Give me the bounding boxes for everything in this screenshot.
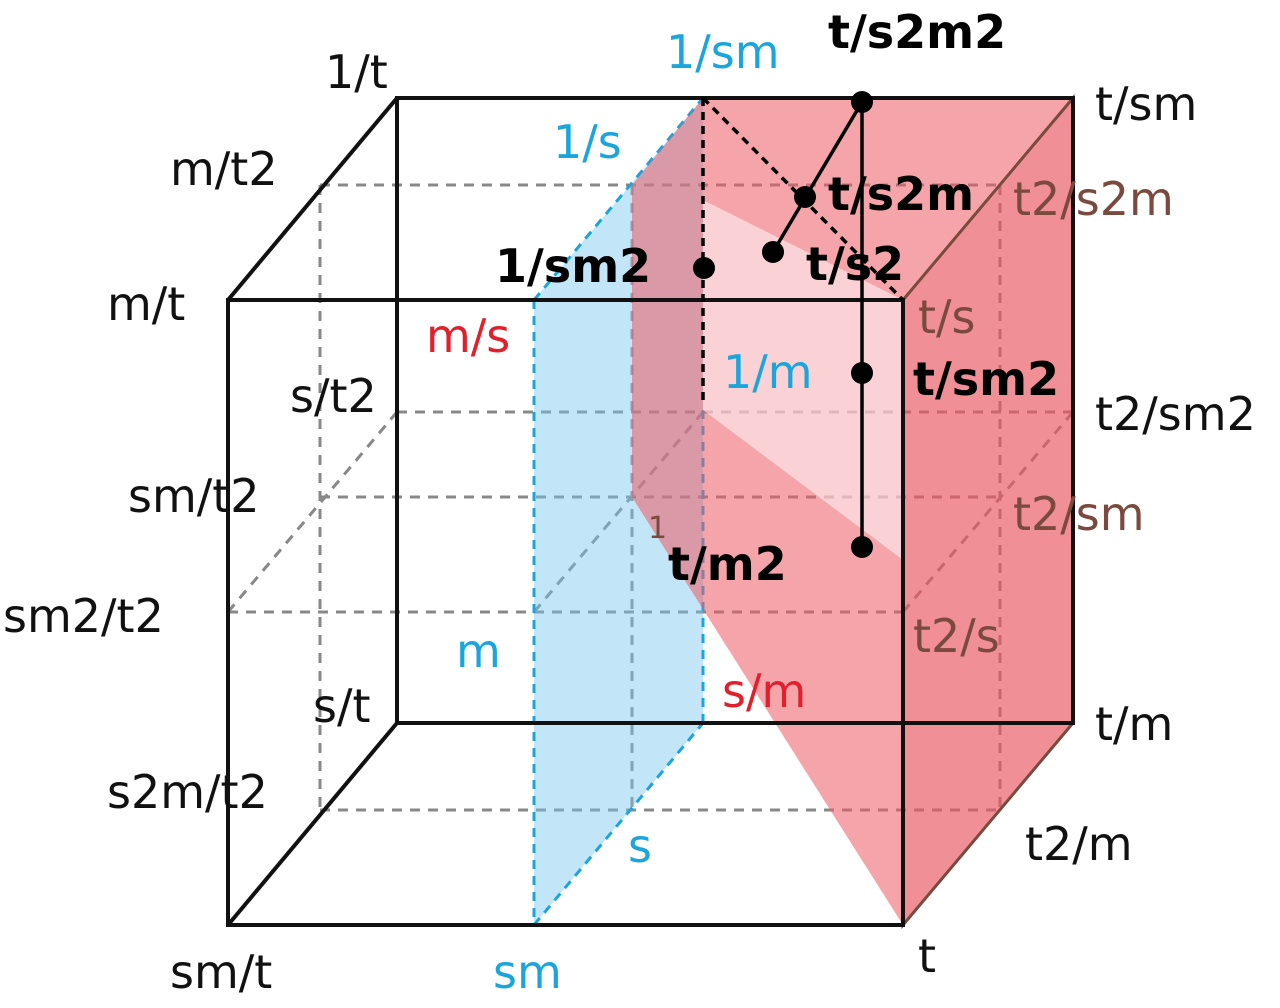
corner-label: t bbox=[918, 929, 936, 983]
corner-label: sm/t2 bbox=[128, 469, 260, 523]
corner-label: t/m bbox=[1095, 697, 1173, 751]
blue-label: 1/m bbox=[723, 345, 813, 399]
corner-label: t/sm bbox=[1095, 77, 1197, 131]
brown-label: t2/s2m bbox=[1013, 172, 1174, 226]
point-label: t/sm2 bbox=[913, 352, 1059, 406]
red-label: m/s bbox=[426, 309, 510, 363]
corner-label: sm2/t2 bbox=[3, 589, 164, 643]
corner-label: m/t bbox=[107, 277, 185, 331]
corner-label: s2m/t2 bbox=[107, 765, 268, 819]
blue-label: s bbox=[628, 819, 652, 873]
point-label: 1/sm2 bbox=[495, 239, 651, 293]
points bbox=[693, 91, 873, 558]
brown-label: t2/sm bbox=[1013, 487, 1145, 541]
brown-label: t/s bbox=[918, 290, 976, 344]
blue-label: 1/s bbox=[553, 115, 622, 169]
cube-edges bbox=[226, 96, 1075, 927]
point-label: t/s2m2 bbox=[828, 5, 1006, 59]
red-prism-light bbox=[703, 200, 903, 560]
point-label: t/s2 bbox=[806, 237, 904, 291]
red-label: s/m bbox=[722, 664, 806, 718]
corner-label: m/t2 bbox=[170, 142, 278, 196]
corner-label: t2/m bbox=[1025, 817, 1133, 871]
brown-label: 1 bbox=[648, 511, 667, 546]
corner-label: s/t2 bbox=[290, 369, 377, 423]
point-label: t/s2m bbox=[828, 167, 974, 221]
blue-label: sm bbox=[493, 945, 562, 999]
blue-label: 1/sm bbox=[666, 25, 780, 79]
corner-label: t2/sm2 bbox=[1095, 387, 1256, 441]
point-label: t/m2 bbox=[668, 537, 787, 591]
corner-label: 1/t bbox=[325, 45, 388, 99]
blue-label: m bbox=[456, 624, 501, 678]
corner-label: sm/t bbox=[170, 945, 272, 999]
brown-label: t2/s bbox=[913, 609, 1000, 663]
corner-label: s/t bbox=[313, 679, 371, 733]
